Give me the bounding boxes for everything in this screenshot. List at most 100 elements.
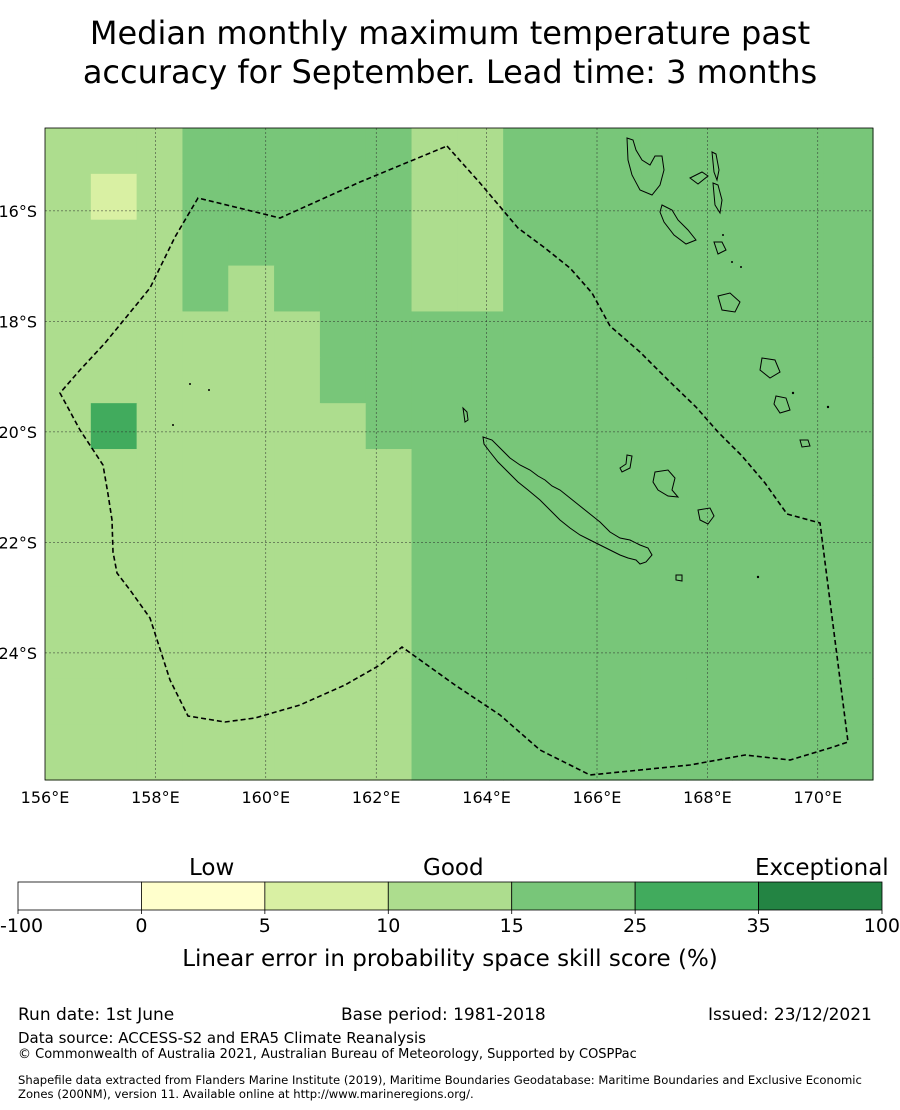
skill-cell — [686, 770, 733, 781]
skill-cell — [319, 449, 367, 496]
skill-cell — [228, 128, 275, 175]
skill-cell — [548, 403, 596, 450]
colorbar-tick-label: 5 — [259, 915, 271, 937]
skill-cell — [732, 494, 779, 542]
skill-cell — [503, 357, 550, 404]
skill-cell — [457, 219, 504, 267]
colorbar — [17, 881, 883, 911]
skill-cell — [228, 403, 275, 450]
skill-cell — [548, 219, 596, 267]
skill-cell — [732, 265, 779, 313]
islet — [731, 261, 733, 263]
vanuatu-ambae — [689, 171, 709, 185]
skill-cell — [228, 724, 275, 771]
skill-cell — [732, 724, 779, 771]
skill-cell — [90, 724, 138, 771]
colorbar-segment — [387, 881, 513, 911]
skill-cell — [503, 219, 550, 267]
skill-cell — [869, 403, 874, 450]
skill-cell — [778, 540, 825, 588]
skill-cell — [365, 403, 413, 450]
colorbar-label: Linear error in probability space skill … — [182, 946, 718, 972]
skill-cell — [274, 724, 321, 771]
skill-cell — [823, 219, 871, 267]
skill-cell — [136, 678, 184, 725]
data-source: Data source: ACCESS-S2 and ERA5 Climate … — [18, 1029, 426, 1047]
skill-cell — [228, 632, 275, 679]
new-caledonia-grande-terre — [482, 436, 653, 565]
colorbar-segment — [758, 881, 883, 911]
skill-cell — [136, 724, 184, 771]
category-label-low: Low — [189, 855, 235, 881]
skill-cell — [136, 357, 184, 404]
skill-cell — [90, 540, 138, 588]
skill-cell — [640, 494, 688, 542]
vanuatu-erromango — [759, 357, 781, 379]
skill-cell — [594, 403, 642, 450]
latitude-ticks: 16°S 18°S 20°S 22°S 24°S — [0, 202, 37, 663]
islet — [826, 405, 830, 409]
skill-cell — [136, 403, 184, 450]
latitude-tick-label: 20°S — [0, 423, 37, 442]
colorbar-ticks: -100 0 5 10 15 25 35 100 — [0, 910, 900, 937]
skill-cell — [778, 449, 825, 496]
skill-cell — [823, 128, 871, 175]
skill-cell — [457, 357, 504, 404]
skill-cell — [274, 311, 321, 358]
skill-cell — [319, 357, 367, 404]
skill-cell — [732, 219, 779, 267]
skill-cell — [548, 678, 596, 725]
skill-cell — [778, 311, 825, 358]
skill-cell — [90, 586, 138, 634]
skill-cell — [182, 586, 229, 634]
skill-cell — [45, 173, 92, 221]
skill-cell — [640, 449, 688, 496]
skill-cell — [869, 586, 874, 634]
skill-cell — [365, 632, 413, 679]
skill-cell — [411, 724, 458, 771]
islet — [172, 424, 174, 426]
skill-cell — [457, 724, 504, 771]
skill-cell — [594, 494, 642, 542]
skill-cell — [365, 219, 413, 267]
skill-grid — [45, 128, 874, 781]
skill-cell — [182, 632, 229, 679]
skill-cell — [136, 128, 184, 175]
skill-cell — [457, 311, 504, 358]
skill-cell — [45, 540, 92, 588]
longitude-tick-label: 164°E — [462, 788, 511, 807]
skill-cell — [411, 173, 458, 221]
skill-cell — [365, 357, 413, 404]
colorbar-segment — [141, 881, 266, 911]
skill-cell — [778, 494, 825, 542]
skill-cell — [274, 540, 321, 588]
skill-cell — [365, 265, 413, 313]
skill-cell — [823, 403, 871, 450]
skill-cell — [686, 265, 733, 313]
skill-cell — [640, 724, 688, 771]
skill-cell — [457, 494, 504, 542]
skill-cell — [594, 449, 642, 496]
skill-cell — [594, 357, 642, 404]
skill-cell — [640, 357, 688, 404]
longitude-tick-label: 166°E — [573, 788, 622, 807]
skill-cell — [869, 128, 874, 175]
skill-cell — [732, 586, 779, 634]
skill-cell — [869, 724, 874, 771]
skill-cell — [319, 540, 367, 588]
colorbar-segment — [264, 881, 389, 911]
skill-cell — [457, 770, 504, 781]
skill-cell — [869, 265, 874, 313]
skill-cell — [365, 770, 413, 781]
eez-boundary — [59, 145, 849, 776]
skill-cell — [778, 678, 825, 725]
skill-cell — [45, 724, 92, 771]
isle-of-pines — [675, 574, 683, 582]
skill-cell — [274, 173, 321, 221]
skill-cell — [778, 128, 825, 175]
skill-cell — [594, 219, 642, 267]
skill-cell — [365, 311, 413, 358]
skill-cell — [503, 678, 550, 725]
skill-cell — [274, 494, 321, 542]
skill-cell — [228, 311, 275, 358]
